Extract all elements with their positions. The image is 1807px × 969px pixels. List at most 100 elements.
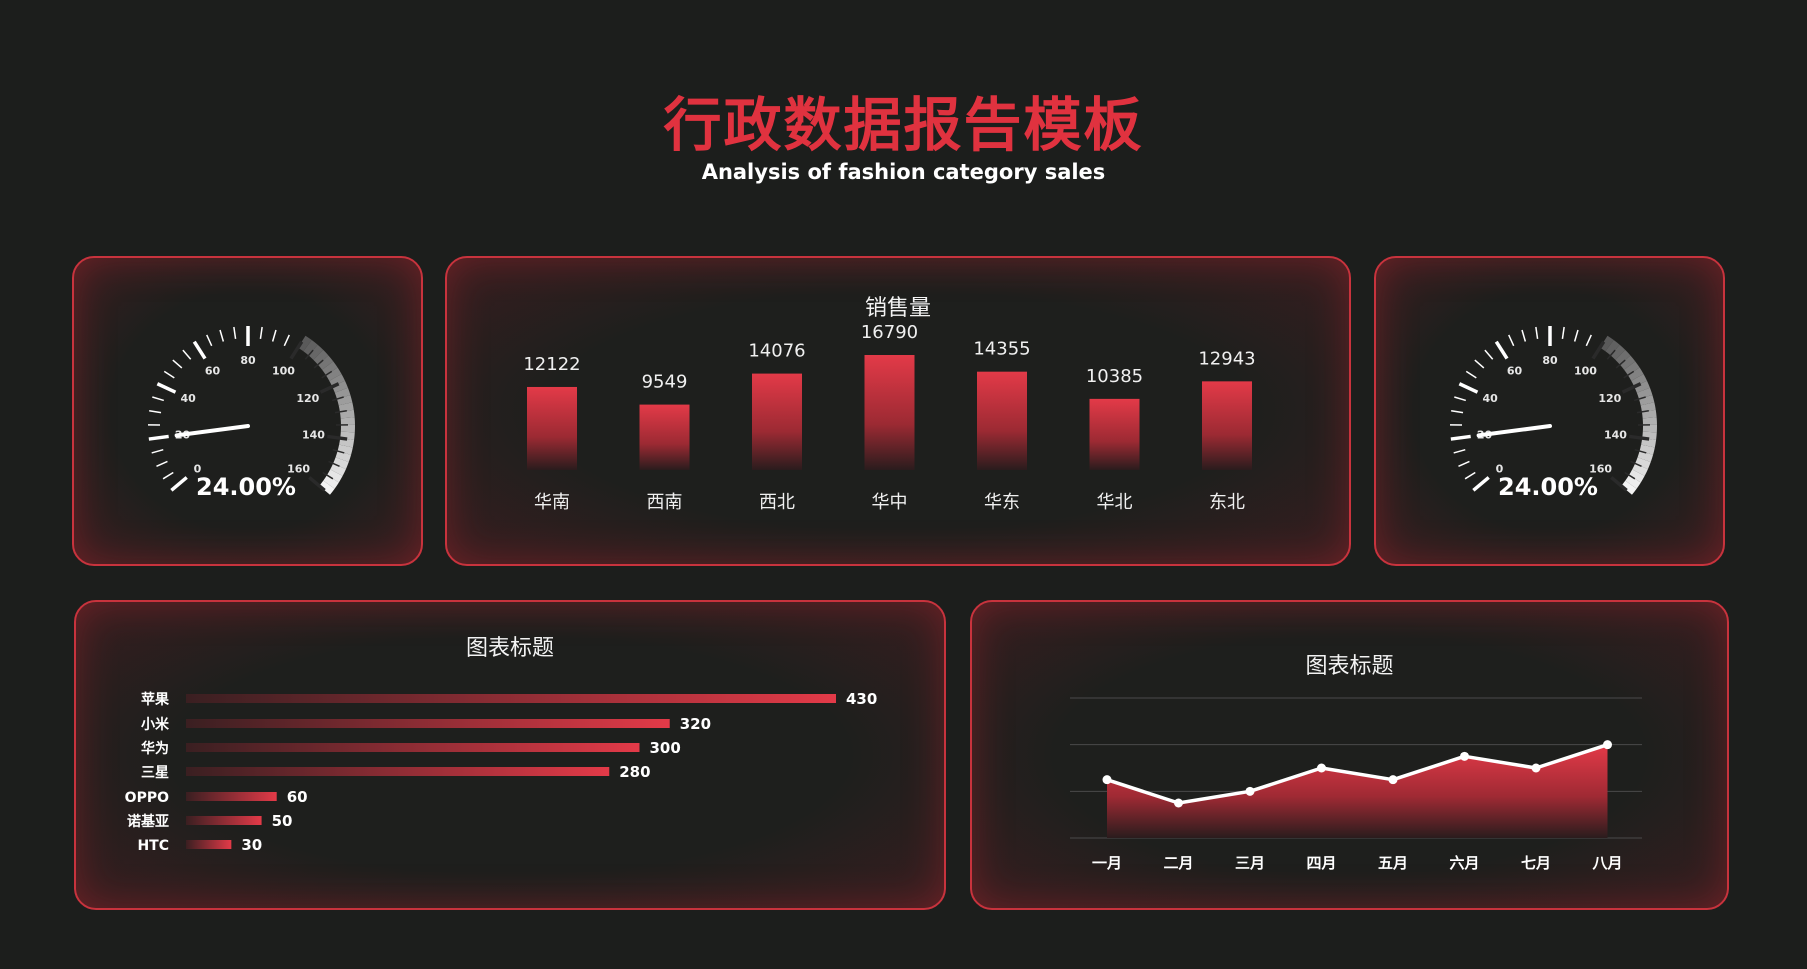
right-gauge-tick (1636, 410, 1649, 414)
right-gauge-tick (1464, 471, 1476, 480)
brand-bar-category-label: OPPO (125, 790, 169, 806)
left-gauge-tick-label: 60 (205, 364, 221, 377)
left-gauge-tick (162, 471, 174, 480)
brand-bar-value-label: 320 (680, 715, 711, 733)
brand-chart-title: 图表标题 (465, 636, 554, 661)
right-gauge-tick (1633, 396, 1646, 402)
right-gauge-tick (1474, 359, 1485, 369)
brand-bar-value-label: 30 (241, 836, 262, 854)
left-gauge-tick-label: 160 (287, 462, 310, 475)
page-subtitle: Analysis of fashion category sales (701, 160, 1106, 184)
area-point (1174, 798, 1183, 808)
right-gauge-tick-label: 120 (1598, 392, 1621, 405)
sales-bar (752, 373, 802, 470)
left-gauge-tick (304, 349, 314, 360)
left-gauge-tick (271, 329, 277, 342)
brand-bar-category-label: 华为 (141, 740, 169, 757)
brand-bar (186, 767, 610, 776)
right-gauge-tick (1494, 340, 1509, 360)
gauge-left-svg: 02040608010012014016024.00% (147, 326, 355, 501)
gauge-right-svg: 02040608010012014016024.00% (1449, 326, 1657, 501)
area-point (1102, 775, 1112, 785)
right-gauge-tick-label: 40 (1483, 392, 1499, 405)
brand-bar-value-label: 280 (619, 763, 650, 781)
right-gauge-tick (1465, 370, 1477, 379)
brand-bar (186, 816, 262, 825)
brand-bar-category-label: 三星 (141, 765, 169, 781)
left-gauge-tick (156, 460, 168, 467)
sales-bar-value-label: 12122 (523, 354, 580, 375)
brand-bar (186, 694, 836, 703)
brand-bar (186, 743, 640, 752)
gauge-panel-left: 02040608010012014016024.00% (72, 256, 423, 566)
left-gauge-tick (151, 448, 164, 454)
right-gauge-tick (1591, 340, 1606, 360)
sales-bar-value-label: 9549 (642, 372, 688, 393)
brand-hbar-chart: 430 苹果 320 小米 300 华为 280 三星 60 OPPO 50 诺基亚 30 HTC (125, 690, 878, 854)
area-chart-panel: 图表标题 一月 二月 三月 四月 五月 六月 七月 八月 (970, 600, 1729, 910)
area-point (1317, 763, 1326, 773)
left-gauge-tick (334, 410, 347, 414)
sales-bar-value-label: 16790 (861, 322, 918, 343)
area-chart-title: 图表标题 (1305, 654, 1394, 679)
sales-bar-category-label: 华东 (984, 492, 1020, 513)
left-gauge-tick (233, 326, 237, 339)
left-gauge-tick (170, 476, 188, 492)
right-gauge-tick-label: 60 (1507, 364, 1523, 377)
gauge-panel-right: 02040608010012014016024.00% (1374, 256, 1725, 566)
left-gauge-tick (331, 396, 344, 402)
left-gauge-tick (152, 396, 165, 402)
left-gauge-needle (174, 424, 250, 438)
sales-bar-category-label: 华中 (872, 492, 908, 513)
left-gauge-tick-label: 140 (302, 429, 325, 442)
area-x-tick-label: 四月 (1306, 854, 1336, 872)
right-gauge-tick-label: 0 (1496, 462, 1504, 475)
right-gauge-tick-label: 80 (1542, 354, 1558, 367)
sales-bar-value-label: 12943 (1198, 348, 1255, 369)
left-gauge-tick (322, 471, 334, 480)
sales-bar-category-label: 华北 (1097, 492, 1133, 513)
left-gauge-tick (172, 359, 183, 369)
right-gauge-tick (1453, 448, 1466, 454)
sales-bar (527, 386, 577, 470)
area-x-tick-label: 一月 (1092, 854, 1122, 872)
left-gauge-tick (313, 359, 324, 369)
left-gauge-tick (289, 340, 304, 360)
left-gauge-tick (219, 329, 225, 342)
right-gauge-tick-label: 140 (1604, 429, 1627, 442)
left-gauge-tick (148, 434, 169, 441)
left-gauge-tick (328, 460, 340, 467)
area-x-tick-label: 五月 (1378, 854, 1408, 872)
sales-bar-category-label: 华南 (534, 492, 570, 513)
left-gauge-tick-label: 0 (194, 462, 202, 475)
left-gauge-tick-label: 80 (240, 354, 256, 367)
left-gauge-tick (321, 370, 333, 379)
sales-chart-title: 销售量 (864, 296, 931, 321)
left-gauge-tick (259, 326, 263, 339)
sales-bar-category-label: 西北 (759, 492, 795, 513)
right-gauge-tick (1472, 476, 1490, 492)
left-gauge-tick (156, 382, 177, 394)
sales-bar-category-label: 西南 (647, 492, 683, 513)
left-gauge-tick (192, 340, 207, 360)
brand-bar-category-label: 小米 (141, 716, 170, 733)
right-gauge-tick (1450, 434, 1471, 441)
right-gauge-tick (1521, 329, 1527, 342)
area-x-tick-label: 八月 (1591, 854, 1622, 872)
sales-bar-value-label: 10385 (1086, 366, 1143, 387)
right-gauge-tick (1458, 382, 1479, 394)
sales-bar-value-label: 14076 (748, 341, 805, 362)
area-point (1388, 775, 1398, 785)
left-gauge-tick (283, 334, 290, 347)
left-gauge-tick-label: 100 (272, 364, 295, 377)
left-gauge-tick (327, 434, 348, 441)
right-gauge-needle (1476, 424, 1552, 438)
right-gauge-tick (1573, 329, 1579, 342)
area-x-tick-label: 二月 (1163, 854, 1193, 872)
area-x-tick-label: 七月 (1521, 854, 1551, 872)
brand-bar-value-label: 50 (272, 812, 293, 830)
brand-bar (186, 792, 277, 801)
right-gauge-tick (1606, 349, 1616, 360)
brand-bar (186, 719, 670, 728)
right-gauge-tick (1535, 326, 1539, 339)
